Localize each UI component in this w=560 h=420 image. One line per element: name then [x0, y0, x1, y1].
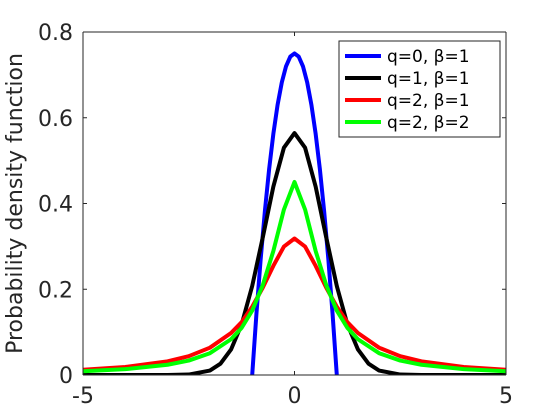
x-tick-label: -5 — [72, 384, 94, 409]
series-line-2 — [83, 236, 506, 372]
legend-label-1: q=1, β=1 — [387, 69, 470, 89]
x-tick-label: 5 — [499, 384, 513, 409]
x-tick-label: 0 — [288, 384, 302, 409]
y-tick-label: 0.8 — [38, 21, 73, 46]
y-tick-label: 0.2 — [38, 278, 73, 303]
y-tick-label: 0.4 — [38, 193, 73, 218]
series-line-3 — [83, 179, 506, 374]
series-line-0 — [250, 51, 339, 375]
legend-label-2: q=2, β=1 — [387, 91, 470, 111]
series-line-1 — [83, 131, 506, 375]
y-tick-label: 0.6 — [38, 107, 73, 132]
y-tick-label: 0 — [59, 364, 73, 389]
legend-label-0: q=0, β=1 — [387, 47, 470, 67]
y-axis-title: Probability density function — [3, 53, 28, 354]
legend-label-3: q=2, β=2 — [387, 113, 470, 133]
